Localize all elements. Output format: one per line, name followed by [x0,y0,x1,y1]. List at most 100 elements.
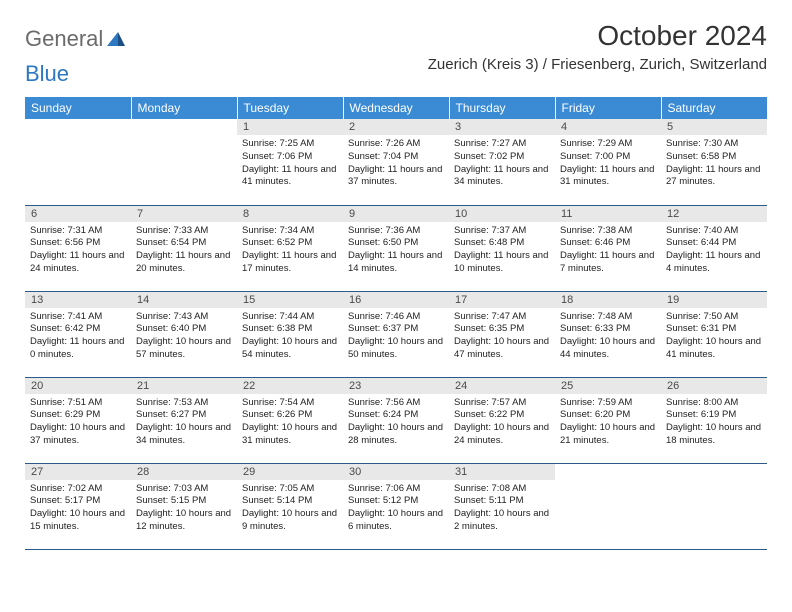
location-subtitle: Zuerich (Kreis 3) / Friesenberg, Zurich,… [428,56,767,73]
day-number: 9 [343,206,449,222]
day-details: Sunrise: 7:27 AMSunset: 7:02 PMDaylight:… [449,135,555,193]
day-header: Wednesday [343,97,449,119]
calendar-empty-cell [25,119,131,205]
calendar-day-cell: 30Sunrise: 7:06 AMSunset: 5:12 PMDayligh… [343,463,449,549]
calendar-week-row: 13Sunrise: 7:41 AMSunset: 6:42 PMDayligh… [25,291,767,377]
calendar-day-cell: 23Sunrise: 7:56 AMSunset: 6:24 PMDayligh… [343,377,449,463]
day-number: 30 [343,464,449,480]
day-details: Sunrise: 7:54 AMSunset: 6:26 PMDaylight:… [237,394,343,452]
day-number: 3 [449,119,555,135]
day-details: Sunrise: 7:50 AMSunset: 6:31 PMDaylight:… [661,308,767,366]
day-number: 11 [555,206,661,222]
day-details: Sunrise: 7:26 AMSunset: 7:04 PMDaylight:… [343,135,449,193]
day-number: 13 [25,292,131,308]
day-details: Sunrise: 7:25 AMSunset: 7:06 PMDaylight:… [237,135,343,193]
day-header: Thursday [449,97,555,119]
day-details: Sunrise: 7:44 AMSunset: 6:38 PMDaylight:… [237,308,343,366]
calendar-day-cell: 7Sunrise: 7:33 AMSunset: 6:54 PMDaylight… [131,205,237,291]
day-number: 25 [555,378,661,394]
calendar-day-cell: 2Sunrise: 7:26 AMSunset: 7:04 PMDaylight… [343,119,449,205]
calendar-body: 1Sunrise: 7:25 AMSunset: 7:06 PMDaylight… [25,119,767,549]
day-number: 31 [449,464,555,480]
calendar-day-cell: 15Sunrise: 7:44 AMSunset: 6:38 PMDayligh… [237,291,343,377]
logo-triangle-icon [107,32,125,51]
day-details: Sunrise: 7:36 AMSunset: 6:50 PMDaylight:… [343,222,449,280]
calendar-day-cell: 8Sunrise: 7:34 AMSunset: 6:52 PMDaylight… [237,205,343,291]
day-number: 28 [131,464,237,480]
day-number: 14 [131,292,237,308]
calendar-day-cell: 6Sunrise: 7:31 AMSunset: 6:56 PMDaylight… [25,205,131,291]
calendar-week-row: 20Sunrise: 7:51 AMSunset: 6:29 PMDayligh… [25,377,767,463]
day-header: Friday [555,97,661,119]
calendar-day-cell: 17Sunrise: 7:47 AMSunset: 6:35 PMDayligh… [449,291,555,377]
calendar-day-cell: 13Sunrise: 7:41 AMSunset: 6:42 PMDayligh… [25,291,131,377]
month-title: October 2024 [428,20,767,52]
day-number: 27 [25,464,131,480]
calendar-day-cell: 27Sunrise: 7:02 AMSunset: 5:17 PMDayligh… [25,463,131,549]
calendar-day-cell: 22Sunrise: 7:54 AMSunset: 6:26 PMDayligh… [237,377,343,463]
day-number: 10 [449,206,555,222]
day-details: Sunrise: 7:37 AMSunset: 6:48 PMDaylight:… [449,222,555,280]
day-details: Sunrise: 7:08 AMSunset: 5:11 PMDaylight:… [449,480,555,538]
calendar-week-row: 6Sunrise: 7:31 AMSunset: 6:56 PMDaylight… [25,205,767,291]
day-number: 18 [555,292,661,308]
calendar-day-cell: 5Sunrise: 7:30 AMSunset: 6:58 PMDaylight… [661,119,767,205]
day-number: 24 [449,378,555,394]
day-number: 15 [237,292,343,308]
calendar-day-cell: 16Sunrise: 7:46 AMSunset: 6:37 PMDayligh… [343,291,449,377]
logo-word-blue: Blue [25,61,69,87]
day-details: Sunrise: 7:57 AMSunset: 6:22 PMDaylight:… [449,394,555,452]
day-details: Sunrise: 7:02 AMSunset: 5:17 PMDaylight:… [25,480,131,538]
day-details: Sunrise: 8:00 AMSunset: 6:19 PMDaylight:… [661,394,767,452]
day-details: Sunrise: 7:47 AMSunset: 6:35 PMDaylight:… [449,308,555,366]
day-number: 12 [661,206,767,222]
day-details: Sunrise: 7:41 AMSunset: 6:42 PMDaylight:… [25,308,131,366]
day-details: Sunrise: 7:29 AMSunset: 7:00 PMDaylight:… [555,135,661,193]
day-details: Sunrise: 7:33 AMSunset: 6:54 PMDaylight:… [131,222,237,280]
day-details: Sunrise: 7:34 AMSunset: 6:52 PMDaylight:… [237,222,343,280]
day-details: Sunrise: 7:05 AMSunset: 5:14 PMDaylight:… [237,480,343,538]
calendar-day-cell: 20Sunrise: 7:51 AMSunset: 6:29 PMDayligh… [25,377,131,463]
day-details: Sunrise: 7:53 AMSunset: 6:27 PMDaylight:… [131,394,237,452]
calendar-empty-cell [661,463,767,549]
calendar-day-cell: 4Sunrise: 7:29 AMSunset: 7:00 PMDaylight… [555,119,661,205]
calendar-week-row: 27Sunrise: 7:02 AMSunset: 5:17 PMDayligh… [25,463,767,549]
calendar-day-cell: 25Sunrise: 7:59 AMSunset: 6:20 PMDayligh… [555,377,661,463]
day-details: Sunrise: 7:31 AMSunset: 6:56 PMDaylight:… [25,222,131,280]
day-number: 22 [237,378,343,394]
day-details: Sunrise: 7:48 AMSunset: 6:33 PMDaylight:… [555,308,661,366]
day-header: Tuesday [237,97,343,119]
day-number: 23 [343,378,449,394]
day-header: Monday [131,97,237,119]
day-details: Sunrise: 7:59 AMSunset: 6:20 PMDaylight:… [555,394,661,452]
day-number: 2 [343,119,449,135]
day-number: 8 [237,206,343,222]
day-details: Sunrise: 7:46 AMSunset: 6:37 PMDaylight:… [343,308,449,366]
logo-word-general: General [25,26,103,52]
day-number: 16 [343,292,449,308]
day-details: Sunrise: 7:03 AMSunset: 5:15 PMDaylight:… [131,480,237,538]
calendar-day-cell: 24Sunrise: 7:57 AMSunset: 6:22 PMDayligh… [449,377,555,463]
calendar-day-cell: 29Sunrise: 7:05 AMSunset: 5:14 PMDayligh… [237,463,343,549]
day-number: 1 [237,119,343,135]
title-block: October 2024 Zuerich (Kreis 3) / Friesen… [428,20,767,73]
calendar-day-cell: 28Sunrise: 7:03 AMSunset: 5:15 PMDayligh… [131,463,237,549]
day-number: 7 [131,206,237,222]
calendar-empty-cell [131,119,237,205]
day-details: Sunrise: 7:40 AMSunset: 6:44 PMDaylight:… [661,222,767,280]
calendar-day-cell: 3Sunrise: 7:27 AMSunset: 7:02 PMDaylight… [449,119,555,205]
day-header: Saturday [661,97,767,119]
calendar-day-cell: 18Sunrise: 7:48 AMSunset: 6:33 PMDayligh… [555,291,661,377]
day-number: 5 [661,119,767,135]
calendar-day-cell: 19Sunrise: 7:50 AMSunset: 6:31 PMDayligh… [661,291,767,377]
calendar-week-row: 1Sunrise: 7:25 AMSunset: 7:06 PMDaylight… [25,119,767,205]
calendar-table: SundayMondayTuesdayWednesdayThursdayFrid… [25,97,767,550]
calendar-day-cell: 12Sunrise: 7:40 AMSunset: 6:44 PMDayligh… [661,205,767,291]
calendar-empty-cell [555,463,661,549]
calendar-day-cell: 21Sunrise: 7:53 AMSunset: 6:27 PMDayligh… [131,377,237,463]
day-details: Sunrise: 7:06 AMSunset: 5:12 PMDaylight:… [343,480,449,538]
day-number: 29 [237,464,343,480]
day-details: Sunrise: 7:56 AMSunset: 6:24 PMDaylight:… [343,394,449,452]
logo: General [25,20,127,52]
day-number: 17 [449,292,555,308]
